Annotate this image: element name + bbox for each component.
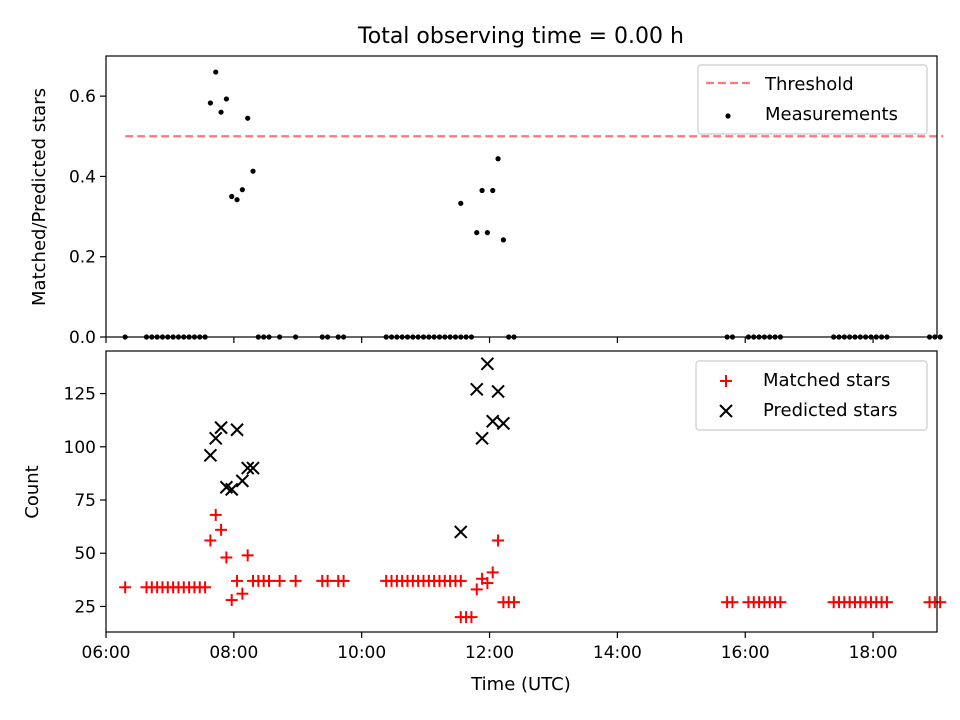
ratio-y-ticks: 0.0 0.2 0.4 0.6 — [69, 87, 106, 348]
count-y-ticks: 25 50 75 100 125 — [64, 385, 106, 617]
x-tick-label: 14:00 — [593, 643, 642, 663]
matched-star-point — [236, 587, 249, 600]
matched-star-point — [273, 574, 286, 587]
predicted-star-point — [209, 431, 223, 445]
matched-star-point — [231, 574, 244, 587]
measurement-point — [250, 168, 256, 174]
matched-star-point — [481, 577, 494, 590]
matched-star-point — [934, 596, 947, 609]
ratio-y-tick-label: 0.6 — [69, 87, 96, 107]
matched-star-point — [199, 581, 212, 594]
predicted-legend-marker — [719, 404, 733, 418]
predicted-star-point — [246, 461, 260, 475]
predicted-star-point — [475, 431, 489, 445]
matched-star-point — [454, 574, 467, 587]
x-tick-label: 12:00 — [465, 643, 514, 663]
measurement-point — [239, 187, 245, 193]
measurement-point — [218, 109, 224, 115]
predicted-star-point — [203, 448, 218, 463]
ratio-panel: 0.0 0.2 0.4 0.6 Matched/Predicted stars Thr… — [29, 55, 944, 348]
measurement-point — [245, 115, 251, 121]
predicted-star-point — [470, 382, 484, 397]
x-tick-label: 18:00 — [849, 643, 898, 663]
count-x-ticks: 06:00 08:00 10:00 12:00 14:00 16:00 18:00 — [82, 632, 898, 663]
matched-star-point — [289, 574, 302, 587]
matched-star-point — [337, 574, 350, 587]
measurement-point — [474, 230, 480, 236]
count-plot-frame — [105, 350, 938, 633]
matched-star-point — [492, 534, 505, 547]
measurement-point — [207, 100, 214, 106]
matched-star-point — [880, 596, 893, 609]
x-tick-label: 06:00 — [82, 643, 131, 663]
count-y-axis-label: Count — [22, 465, 43, 518]
measurement-point — [213, 69, 219, 75]
count-y-tick-label: 75 — [74, 491, 96, 511]
ratio-y-tick-label: 0.0 — [69, 328, 96, 348]
measurements-legend-label: Measurements — [765, 104, 898, 125]
predicted-star-point — [230, 423, 244, 437]
predicted-legend-label: Predicted stars — [763, 400, 897, 421]
measurement-point — [223, 96, 229, 102]
matched-star-point — [726, 596, 739, 609]
matched-star-point — [220, 551, 233, 564]
matched-star-point — [470, 583, 483, 596]
measurement-point — [458, 200, 464, 206]
matched-star-point — [119, 581, 132, 594]
count-y-tick-label: 25 — [74, 597, 96, 617]
matched-star-point — [215, 523, 228, 536]
measurement-point — [937, 334, 943, 340]
measurement-point — [484, 230, 491, 236]
matched-legend-label: Matched stars — [763, 370, 890, 391]
matched-legend-marker — [720, 375, 732, 387]
predicted-star-point — [235, 474, 250, 488]
count-legend: Matched stars Predicted stars — [695, 360, 928, 431]
measurement-point — [479, 187, 485, 194]
count-y-tick-label: 50 — [74, 544, 96, 564]
count-plot-area — [119, 357, 947, 624]
predicted-star-point — [496, 416, 511, 431]
x-tick-label: 16:00 — [721, 643, 770, 663]
ratio-legend: Threshold Measurements — [697, 64, 928, 135]
x-tick-label: 10:00 — [337, 643, 386, 663]
ratio-y-tick-label: 0.4 — [69, 167, 96, 187]
measurement-point — [490, 187, 496, 194]
x-tick-label: 08:00 — [209, 643, 258, 663]
ratio-y-axis-label: Matched/Predicted stars — [29, 88, 50, 306]
x-axis-label: Time (UTC) — [470, 674, 571, 695]
threshold-legend-label: Threshold — [764, 74, 854, 95]
matched-star-point — [204, 534, 217, 547]
matched-star-point — [774, 596, 787, 609]
matched-star-point — [321, 574, 334, 587]
matched-star-point — [225, 594, 238, 607]
matched-star-point — [486, 566, 499, 579]
predicted-star-point — [486, 414, 500, 428]
ratio-legend-box — [697, 64, 928, 135]
count-y-tick-label: 125 — [64, 385, 96, 405]
measurement-point — [234, 197, 240, 203]
measurements-legend-marker — [725, 113, 731, 119]
predicted-star-point — [480, 357, 495, 371]
matched-star-point — [508, 596, 521, 609]
ratio-plot-frame — [105, 55, 938, 338]
ratio-x-ticks — [105, 337, 874, 343]
matched-star-point — [209, 508, 222, 521]
matched-star-point — [465, 611, 478, 624]
count-panel: 25 50 75 100 125 06:00 08:00 10:00 12:00 14:00 16… — [22, 350, 947, 695]
count-y-tick-label: 100 — [64, 438, 96, 458]
predicted-star-point — [454, 525, 468, 539]
matched-star-point — [241, 549, 254, 562]
predicted-star-point — [225, 482, 239, 497]
ratio-y-tick-label: 0.2 — [69, 248, 96, 268]
measurement-point — [229, 193, 235, 200]
chart-title: Total observing time = 0.00 h — [357, 24, 684, 49]
predicted-star-point — [491, 384, 505, 399]
measurement-point — [500, 237, 506, 243]
matched-star-point — [263, 574, 276, 587]
predicted-star-point — [240, 461, 255, 475]
predicted-star-point — [214, 420, 228, 435]
measurement-point — [495, 156, 501, 162]
count-legend-box — [695, 360, 928, 431]
